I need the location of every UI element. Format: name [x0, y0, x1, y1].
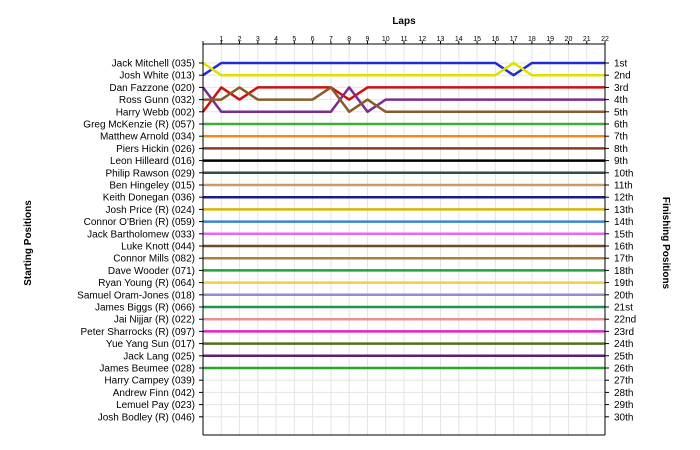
driver-label: Jack Mitchell (035) [112, 59, 195, 70]
x-tick-labels: 1 2 3 4 5 6 7 8 9 10 11 12 13 14 15 16 17 18 19 20 21 22 [219, 36, 609, 43]
series-lines [202, 61, 605, 370]
x-tick-label: 1 [219, 36, 223, 43]
finish-position-label: 14th [614, 217, 633, 228]
driver-label: Ryan Young (R) (064) [98, 278, 195, 289]
x-tick-label: 12 [418, 36, 426, 43]
finish-position-label: 3rd [614, 83, 628, 94]
finish-position-label: 16th [614, 242, 633, 253]
driver-labels: Jack Mitchell (035)Josh White (013)Dan F… [77, 59, 195, 424]
finish-position-label: 27th [614, 376, 633, 387]
driver-label: Josh Price (R) (024) [106, 205, 195, 216]
x-tick-label: 3 [256, 36, 260, 43]
finish-position-label: 30th [614, 412, 633, 423]
driver-label: Keith Donegan (036) [103, 193, 195, 204]
finish-position-label: 29th [614, 400, 633, 411]
finish-position-label: 2nd [614, 71, 631, 82]
finish-position-label: 9th [614, 156, 628, 167]
x-tick-label: 2 [238, 36, 242, 43]
x-tick-label: 22 [601, 36, 609, 43]
driver-label: Jack Bartholomew (033) [87, 229, 195, 240]
finish-position-label: 26th [614, 364, 633, 375]
driver-label: Peter Sharrocks (R) (097) [81, 327, 195, 338]
finish-position-label: 24th [614, 339, 633, 350]
driver-label: Connor Mills (082) [113, 254, 195, 265]
driver-label: James Biggs (R) (066) [95, 303, 195, 314]
x-tick-label: 4 [274, 36, 278, 43]
driver-label: Harry Webb (002) [116, 107, 195, 118]
finish-position-label: 13th [614, 205, 633, 216]
x-tick-label: 20 [565, 36, 573, 43]
finish-position-label: 5th [614, 107, 628, 118]
driver-label: Matthew Arnold (034) [100, 132, 195, 143]
x-tick-label: 10 [382, 36, 390, 43]
driver-label: James Beumee (028) [99, 364, 195, 375]
x-tick-label: 8 [347, 36, 351, 43]
series-line-4 [202, 86, 605, 114]
finish-position-label: 6th [614, 120, 628, 131]
grid [203, 44, 606, 435]
series-line-3 [202, 86, 605, 113]
finish-position-label: 12th [614, 193, 633, 204]
x-tick-label: 9 [366, 36, 370, 43]
x-tick-label: 13 [437, 36, 445, 43]
finish-position-label: 25th [614, 351, 633, 362]
driver-label: Ross Gunn (032) [119, 95, 195, 106]
driver-label: Andrew Finn (042) [113, 388, 195, 399]
driver-label: Connor O'Brien (R) (059) [84, 217, 195, 228]
finish-labels: 1st2nd3rd4th5th6th7th8th9th10th11th12th1… [614, 59, 636, 424]
finish-position-label: 15th [614, 229, 633, 240]
x-tick-label: 18 [528, 36, 536, 43]
finish-position-label: 28th [614, 388, 633, 399]
driver-label: Luke Knott (044) [121, 242, 195, 253]
series-line-2 [202, 61, 605, 77]
finish-position-label: 11th [614, 181, 633, 192]
finish-position-label: 8th [614, 144, 628, 155]
finish-position-label: 10th [614, 168, 633, 179]
driver-label: Dave Wooder (071) [108, 266, 195, 277]
x-tick-label: 16 [491, 36, 499, 43]
driver-label: Jai Nijjar (R) (022) [114, 315, 195, 326]
finish-position-label: 17th [614, 254, 633, 265]
driver-label: Philip Rawson (029) [106, 168, 196, 179]
series-line-5 [203, 86, 605, 114]
x-tick-label: 15 [473, 36, 481, 43]
finish-position-label: 7th [614, 132, 628, 143]
driver-label: Samuel Oram-Jones (018) [77, 290, 195, 301]
driver-label: Jack Lang (025) [123, 351, 195, 362]
x-tick-label: 7 [329, 36, 333, 43]
finish-position-label: 19th [614, 278, 633, 289]
finish-position-label: 4th [614, 95, 628, 106]
finish-position-label: 22nd [614, 315, 636, 326]
finish-position-label: 23rd [614, 327, 634, 338]
finish-position-label: 18th [614, 266, 633, 277]
x-tick-label: 17 [510, 36, 518, 43]
finish-position-label: 21st [614, 303, 633, 314]
left-axis-label: Starting Positions [23, 200, 34, 286]
driver-label: Dan Fazzone (020) [109, 83, 195, 94]
x-tick-label: 19 [546, 36, 554, 43]
x-tick-label: 6 [311, 36, 315, 43]
chart-title: Laps [392, 16, 416, 27]
driver-label: Greg McKenzie (R) (057) [83, 120, 195, 131]
finish-position-label: 1st [614, 59, 628, 70]
x-tick-label: 21 [583, 36, 591, 43]
driver-label: Harry Campey (039) [104, 376, 195, 387]
right-axis-label: Finishing Positions [660, 197, 671, 290]
finish-position-label: 20th [614, 290, 633, 301]
axes [199, 41, 609, 436]
x-tick-label: 11 [400, 36, 407, 43]
x-tick-label: 14 [455, 36, 463, 43]
driver-label: Piers Hickin (026) [116, 144, 195, 155]
driver-label: Josh White (013) [119, 71, 195, 82]
driver-label: Yue Yang Sun (017) [106, 339, 195, 350]
x-tick-label: 5 [292, 36, 296, 43]
series-line-1 [202, 61, 605, 77]
driver-label: Lemuel Pay (023) [116, 400, 195, 411]
driver-label: Ben Hingeley (015) [109, 181, 195, 192]
driver-label: Leon Hilleard (016) [110, 156, 195, 167]
driver-label: Josh Bodley (R) (046) [98, 412, 195, 423]
